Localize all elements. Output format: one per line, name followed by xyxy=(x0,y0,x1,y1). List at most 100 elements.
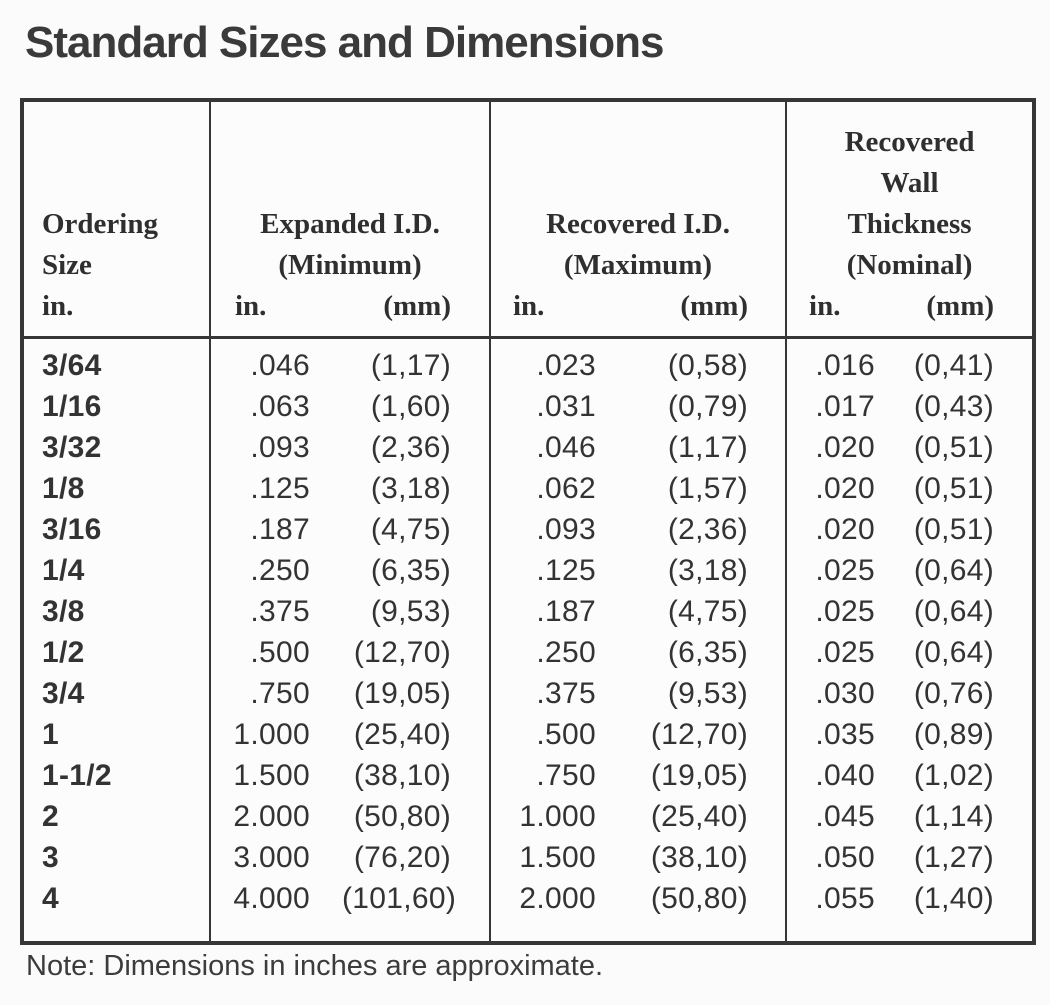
cell-rec_in: .046 xyxy=(489,427,632,468)
cell-rec_in: .093 xyxy=(489,509,632,550)
cell-size: 4 xyxy=(42,882,59,915)
cell-wall_in: .017 xyxy=(785,386,899,427)
cell-exp_mm: (12,70) xyxy=(353,636,451,669)
table-header: Ordering Size in. Expanded I.D. (Minimum… xyxy=(22,100,1035,339)
cell-rec_in: .375 xyxy=(489,673,632,714)
cell-wall_in: .025 xyxy=(785,591,899,632)
header-recovered-wall-thickness: Recovered Wall Thickness (Nominal) in. (… xyxy=(785,100,1035,339)
header-expanded-id-units: in. (mm) xyxy=(211,286,489,327)
header-expanded-id-title: Expanded I.D. (Minimum) xyxy=(260,208,440,281)
unit-mm-label: (mm) xyxy=(926,290,995,322)
cell-exp_mm: (101,60) xyxy=(342,882,457,915)
cell-rec_in: .250 xyxy=(489,632,632,673)
cell-exp_in: .093 xyxy=(209,427,342,468)
cell-exp_mm: (2,36) xyxy=(370,431,451,464)
cell-wall_mm: (0,64) xyxy=(913,636,995,669)
cell-size: 3/4 xyxy=(42,677,85,710)
cell-rec_in: .500 xyxy=(489,714,632,755)
cell-exp_mm: (1,60) xyxy=(370,390,451,423)
cell-size: 3 xyxy=(42,841,59,874)
cell-exp_in: .250 xyxy=(209,550,342,591)
header-recovered-id-units: in. (mm) xyxy=(491,286,785,327)
unit-in-label: in. xyxy=(235,290,267,322)
cell-wall_in: .040 xyxy=(785,755,899,796)
cell-exp_mm: (3,18) xyxy=(370,472,451,505)
table-row: 1-1/2 1.500 (38,10) .750 (19,05) .040 (1,02) xyxy=(22,755,1034,796)
cell-size: 1/8 xyxy=(42,472,85,505)
cell-wall_mm: (0,51) xyxy=(913,431,995,464)
cell-exp_mm: (9,53) xyxy=(370,595,451,628)
cell-wall_mm: (1,14) xyxy=(913,800,995,833)
cell-exp_mm: (1,17) xyxy=(370,349,451,382)
header-expanded-id: Expanded I.D. (Minimum) in. (mm) xyxy=(209,100,490,339)
cell-wall_in: .035 xyxy=(785,714,899,755)
cell-exp_in: 4.000 xyxy=(209,878,342,943)
cell-exp_mm: (38,10) xyxy=(353,759,451,792)
cell-rec_mm: (2,36) xyxy=(667,513,749,546)
cell-size: 3/64 xyxy=(42,349,102,382)
table-row: 4 4.000 (101,60) 2.000 (50,80) .055 (1,40) xyxy=(22,878,1034,943)
cell-rec_mm: (6,35) xyxy=(667,636,749,669)
cell-size: 1-1/2 xyxy=(42,759,112,792)
cell-rec_in: .031 xyxy=(489,386,632,427)
cell-exp_in: .187 xyxy=(209,509,342,550)
table-row: 2 2.000 (50,80) 1.000 (25,40) .045 (1,14) xyxy=(22,796,1034,837)
cell-exp_mm: (19,05) xyxy=(353,677,451,710)
header-recovered-id-title: Recovered I.D. (Maximum) xyxy=(546,208,730,281)
table-row: 1/16 .063 (1,60) .031 (0,79) .017 (0,43) xyxy=(22,386,1034,427)
table-body: 3/64 .046 (1,17) .023 (0,58) .016 (0,41) 1/16 .0… xyxy=(22,337,1034,943)
cell-size: 1/2 xyxy=(42,636,85,669)
footnote: Note: Dimensions in inches are approxima… xyxy=(26,950,604,982)
table-row: 3/8 .375 (9,53) .187 (4,75) .025 (0,64) xyxy=(22,591,1034,632)
cell-size: 3/16 xyxy=(42,513,102,546)
cell-exp_in: .125 xyxy=(209,468,342,509)
table-row: 3/16 .187 (4,75) .093 (2,36) .020 (0,51) xyxy=(22,509,1034,550)
cell-rec_mm: (38,10) xyxy=(650,841,749,874)
unit-in-label: in. xyxy=(513,290,545,322)
cell-rec_mm: (0,58) xyxy=(667,349,749,382)
cell-rec_mm: (12,70) xyxy=(650,718,749,751)
table-row: 3/64 .046 (1,17) .023 (0,58) .016 (0,41) xyxy=(22,337,1034,386)
cell-wall_in: .020 xyxy=(785,468,899,509)
cell-exp_in: 2.000 xyxy=(209,796,342,837)
table-row: 1 1.000 (25,40) .500 (12,70) .035 (0,89) xyxy=(22,714,1034,755)
cell-rec_mm: (9,53) xyxy=(667,677,749,710)
cell-size: 2 xyxy=(42,800,59,833)
cell-exp_mm: (50,80) xyxy=(353,800,451,833)
cell-wall_in: .050 xyxy=(785,837,899,878)
cell-wall_in: .025 xyxy=(785,550,899,591)
cell-wall_in: .020 xyxy=(785,427,899,468)
table-row: 1/2 .500 (12,70) .250 (6,35) .025 (0,64) xyxy=(22,632,1034,673)
cell-size: 3/8 xyxy=(42,595,85,628)
cell-wall_in: .055 xyxy=(785,878,899,943)
cell-exp_in: 1.500 xyxy=(209,755,342,796)
cell-rec_mm: (1,17) xyxy=(667,431,749,464)
cell-exp_in: .046 xyxy=(209,337,342,386)
table-row: 3 3.000 (76,20) 1.500 (38,10) .050 (1,27) xyxy=(22,837,1034,878)
cell-wall_mm: (0,64) xyxy=(913,595,995,628)
cell-rec_in: .125 xyxy=(489,550,632,591)
cell-wall_mm: (1,02) xyxy=(913,759,995,792)
cell-size: 1/4 xyxy=(42,554,85,587)
header-ordering-size: Ordering Size in. xyxy=(22,100,210,339)
cell-rec_in: 1.000 xyxy=(489,796,632,837)
cell-exp_in: .500 xyxy=(209,632,342,673)
cell-wall_mm: (1,40) xyxy=(913,882,995,915)
cell-rec_mm: (0,79) xyxy=(667,390,749,423)
cell-exp_mm: (25,40) xyxy=(353,718,451,751)
cell-rec_mm: (50,80) xyxy=(650,882,749,915)
cell-wall_mm: (0,41) xyxy=(913,349,995,382)
cell-size: 1 xyxy=(42,718,59,751)
cell-wall_mm: (0,51) xyxy=(913,513,995,546)
cell-rec_mm: (25,40) xyxy=(650,800,749,833)
cell-wall_in: .030 xyxy=(785,673,899,714)
table-row: 3/4 .750 (19,05) .375 (9,53) .030 (0,76) xyxy=(22,673,1034,714)
cell-rec_mm: (1,57) xyxy=(667,472,749,505)
cell-wall_in: .025 xyxy=(785,632,899,673)
page-title: Standard Sizes and Dimensions xyxy=(25,18,664,67)
cell-wall_mm: (0,43) xyxy=(913,390,995,423)
cell-exp_in: 3.000 xyxy=(209,837,342,878)
unit-mm-label: (mm) xyxy=(680,290,749,322)
header-row: Ordering Size in. Expanded I.D. (Minimum… xyxy=(22,100,1035,339)
cell-rec_mm: (3,18) xyxy=(667,554,749,587)
